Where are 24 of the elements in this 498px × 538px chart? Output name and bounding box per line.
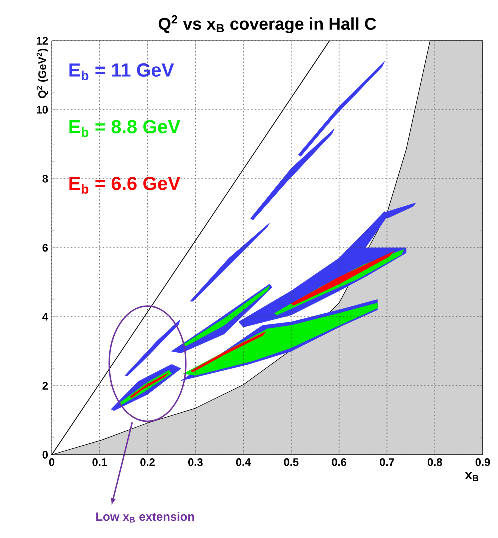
y-tick-label: 8 <box>42 175 48 183</box>
x-tick-label: 0.9 <box>476 458 490 466</box>
x-tick-label: 0.3 <box>188 458 203 466</box>
y-tick-label: 0 <box>42 451 48 459</box>
x-tick-label: 0.8 <box>428 458 442 466</box>
text: E$_{b}$ = 11 GeV <box>70 64 174 81</box>
y-tick-label: 10 <box>36 106 48 114</box>
x-tick-label: 0.2 <box>140 458 155 466</box>
y-tick-label: 6 <box>42 244 48 252</box>
text: E$_{b}$ = 8.8 GeV <box>70 120 181 138</box>
y-tick-label: 12 <box>36 37 48 45</box>
y-axis-title: Q$^{2}$ (GeV$^{2}$) <box>36 49 48 98</box>
x-tick-label: 0 <box>49 458 55 466</box>
chart-title: Q$^{2}$ vs x$_{B}$ coverage in Hall C <box>158 15 376 34</box>
text: Low x$_{B}$ extension <box>96 512 194 523</box>
text: E$_{b}$ = 6.6 GeV <box>70 176 181 194</box>
x-tick-label: 0.6 <box>332 458 347 466</box>
x-axis-title: x$_{B}$ <box>465 472 479 482</box>
x-tick-label: 0.4 <box>236 458 252 466</box>
x-tick-label: 0.5 <box>284 458 299 466</box>
y-tick-label: 4 <box>42 313 48 321</box>
x-tick-label: 0.7 <box>380 458 394 466</box>
x-tick-label: 0.1 <box>92 458 108 466</box>
y-tick-label: 2 <box>42 382 48 390</box>
